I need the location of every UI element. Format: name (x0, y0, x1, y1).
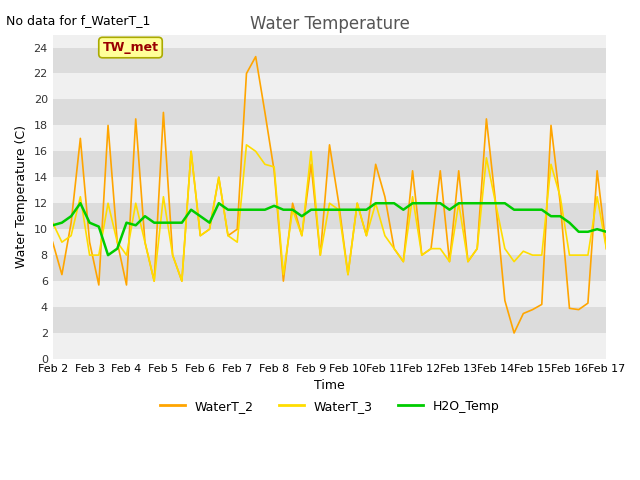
Bar (52, 307, 606, 333)
Bar (52, 73, 606, 99)
Text: No data for f_WaterT_1: No data for f_WaterT_1 (6, 14, 151, 27)
Bar (52, 99, 606, 125)
Title: Water Temperature: Water Temperature (250, 15, 410, 33)
Bar (52, 22, 606, 48)
Y-axis label: Water Temperature (C): Water Temperature (C) (15, 125, 28, 268)
Bar (52, 229, 606, 255)
Bar (52, 48, 606, 73)
Text: TW_met: TW_met (102, 41, 159, 54)
Bar (52, 151, 606, 177)
Bar (52, 177, 606, 203)
Legend: WaterT_2, WaterT_3, H2O_Temp: WaterT_2, WaterT_3, H2O_Temp (155, 395, 504, 418)
X-axis label: Time: Time (314, 379, 345, 392)
Bar (52, 333, 606, 359)
Bar (52, 255, 606, 281)
Bar (52, 125, 606, 151)
Bar (52, 203, 606, 229)
Bar (52, 281, 606, 307)
